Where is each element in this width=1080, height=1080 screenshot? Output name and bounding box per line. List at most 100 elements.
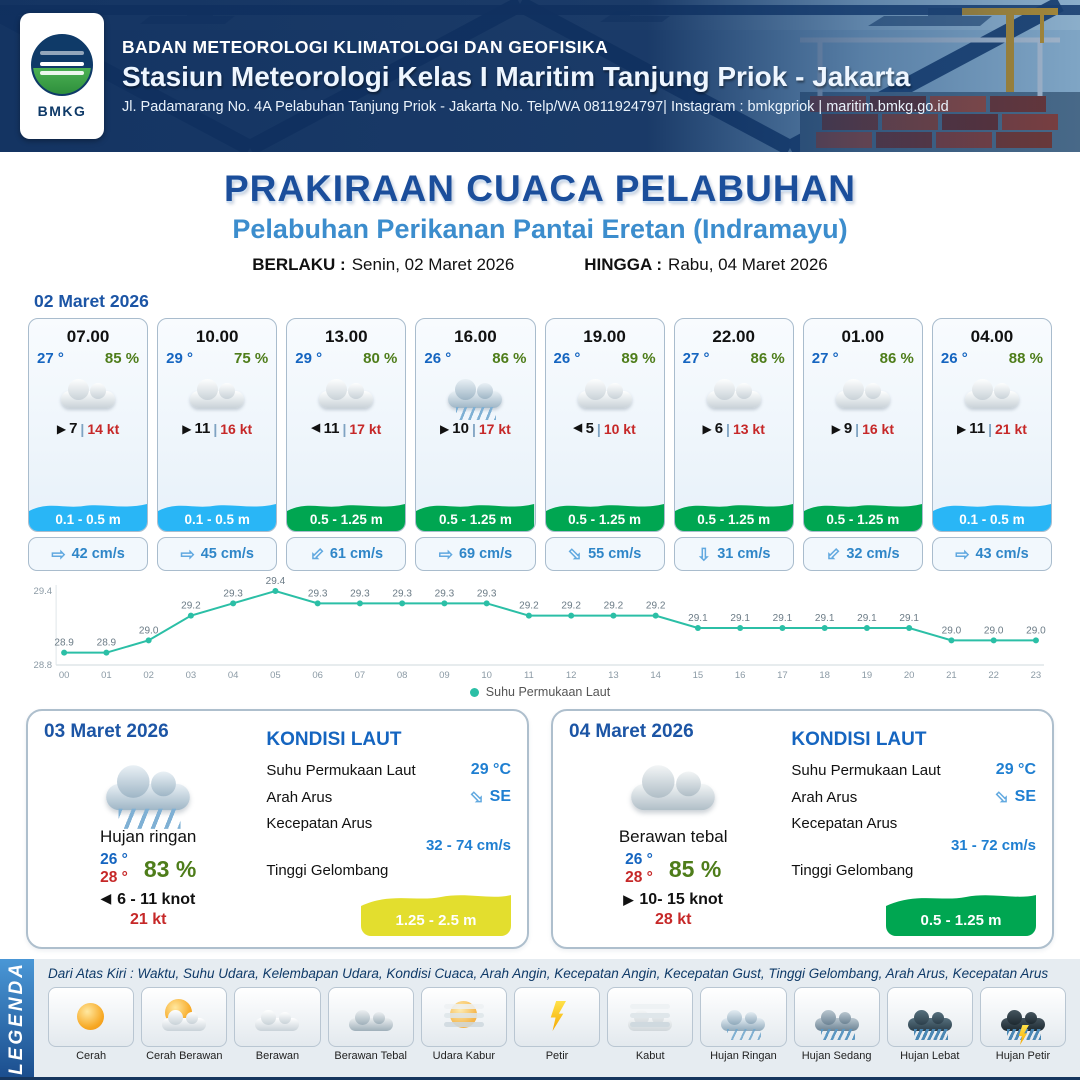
current-direction-value: ⇨ SE (991, 785, 1036, 809)
wind-speed: 5 (585, 420, 594, 437)
forecast-time: 04.00 (970, 327, 1014, 346)
wave-height-row: Tinggi Gelombang (266, 862, 511, 879)
wind-separator: | (726, 420, 730, 437)
svg-text:15: 15 (693, 670, 704, 681)
cloud-icon (721, 1010, 766, 1031)
wave-shape-icon (886, 895, 1036, 936)
fog-icon (443, 1004, 484, 1009)
daily-wind-range: 10- 15 knot (639, 891, 723, 908)
current-speed: 45 cm/s (200, 546, 254, 562)
temp-max: 28 ° (625, 869, 653, 886)
svg-text:01: 01 (101, 670, 112, 681)
legend-icon-box (513, 987, 601, 1047)
wind-direction-icon: ▶ (702, 421, 712, 436)
daily-temp-row: 26 ° 28 ° 85 % (569, 851, 777, 887)
daily-wave-height-value: 1.25 - 2.5 m (395, 912, 477, 929)
air-temperature: 29 ° (295, 350, 323, 367)
sst-chart-section: 28.9 00 28.9 01 29.0 02 29.2 03 29.3 04 29.4 05 29.3… (28, 575, 1052, 699)
legend-weather-icon (906, 998, 954, 1040)
svg-text:07: 07 (355, 670, 366, 681)
wave-height-band: 0.5 - 1.25 m (416, 497, 535, 531)
forecast-time: 01.00 (841, 327, 885, 346)
svg-text:29.1: 29.1 (773, 613, 793, 624)
svg-text:29.1: 29.1 (857, 613, 877, 624)
sea-conditions-panel: KONDISI LAUT Suhu Permukaan Laut 29 °C A… (777, 721, 1036, 937)
validity-row: BERLAKU : Senin, 02 Maret 2026 HINGGA : Ra… (0, 255, 1080, 275)
forecast-time: 10.00 (195, 327, 239, 346)
wind-row: ▶ 9 | 16 kt (804, 417, 922, 443)
current-direction-icon: ⇨ (438, 544, 453, 564)
gust-speed: 10 kt (603, 420, 636, 437)
daily-date: 04 Maret 2026 (569, 721, 694, 742)
daily-forecast-card: 04 Maret 2026 Berawan tebal 26 ° 28 ° 85… (551, 709, 1054, 949)
current-direction-value: ⇨ SE (466, 785, 511, 809)
cloud-icon (835, 379, 890, 408)
station-address: Jl. Padamarang No. 4A Pelabuhan Tanjung … (122, 99, 949, 115)
legend-ribbon-label: LEGENDA (6, 961, 27, 1075)
forecast-time: 22.00 (712, 327, 755, 346)
wave-height-value: 0.5 - 1.25 m (826, 512, 900, 527)
page-title: PRAKIRAAN CUACA PELABUHAN (223, 168, 857, 209)
svg-text:29.2: 29.2 (646, 601, 666, 612)
legend-item-label: Cerah Berawan (146, 1050, 223, 1062)
legend-item: Berawan Tebal (327, 987, 414, 1063)
sst-row: Suhu Permukaan Laut 29 °C (791, 761, 1036, 779)
svg-text:29.3: 29.3 (223, 588, 243, 599)
legend-icon-box (979, 987, 1067, 1047)
current-direction-label: Arah Arus (791, 788, 858, 806)
wind-row: ▶ 10 | 17 kt (416, 417, 534, 443)
svg-text:29.0: 29.0 (1026, 625, 1046, 636)
daily-humidity: 83 % (143, 855, 197, 882)
wave-shape-icon (158, 504, 277, 531)
legend-ribbon: LEGENDA (0, 959, 34, 1077)
svg-text:29.0: 29.0 (984, 625, 1004, 636)
legend-icon-box (141, 987, 228, 1047)
daily-humidity: 85 % (668, 855, 722, 882)
wind-separator: | (213, 420, 218, 437)
cloud-icon (348, 1010, 393, 1031)
rain-icon (118, 808, 181, 829)
wave-height-band: 0.5 - 1.25 m (803, 497, 922, 531)
wave-height-band: 0.5 - 1.25 m (674, 497, 793, 531)
svg-text:04: 04 (228, 670, 239, 681)
weather-icon (57, 369, 119, 417)
wave-height-value: 0.5 - 1.25 m (309, 512, 383, 527)
svg-text:29.2: 29.2 (519, 601, 539, 612)
legend-weather-icon (626, 998, 674, 1036)
hourly-forecast-card: 07.00 27 ° 85 % ▶ 7 | 14 kt 0.1 - (28, 318, 149, 571)
wind-row: ▶ 11 | 16 kt (158, 417, 276, 443)
svg-text:02: 02 (143, 670, 154, 681)
humidity: 85 % (104, 350, 140, 367)
temp-humidity-row: 27 ° 86 % (804, 347, 922, 367)
cloud-icon (964, 379, 1019, 408)
legend-weather-icon (440, 998, 488, 1036)
svg-text:29.3: 29.3 (308, 588, 328, 599)
wave-height-value: 0.1 - 0.5 m (55, 512, 121, 527)
legend-item: Udara Kabur (420, 987, 507, 1063)
lightning-icon (550, 1001, 567, 1031)
legend-note: Dari Atas Kiri : Waktu, Suhu Udara, Kele… (48, 966, 1049, 981)
wave-height-band: 0.5 - 1.25 m (545, 497, 664, 531)
hourly-card-main: 01.00 27 ° 86 % ▶ 9 | 16 kt 0.5 - (802, 318, 923, 532)
current-speed: 55 cm/s (588, 546, 642, 562)
temp-min: 26 ° (100, 851, 128, 868)
hourly-card-main: 04.00 26 ° 88 % ▶ 11 | 21 kt 0.1 - (931, 318, 1052, 532)
legend-item: Petir (513, 987, 601, 1063)
cloud-icon (631, 765, 716, 811)
sun-icon (77, 1003, 105, 1030)
legend-weather-icon (813, 998, 861, 1040)
current-card: ⇨ 43 cm/s (931, 537, 1052, 571)
current-direction-icon: ⇨ (694, 546, 714, 562)
daily-weather-summary: 03 Maret 2026 Hujan ringan 26 ° 28 ° 83 … (44, 721, 252, 937)
svg-text:29.1: 29.1 (815, 613, 835, 624)
wave-height-value: 0.5 - 1.25 m (697, 512, 771, 527)
legend-item: Kabut (607, 987, 694, 1063)
wind-direction-icon: ▶ (956, 421, 967, 436)
temp-humidity-row: 26 ° 86 % (416, 347, 534, 367)
hourly-card-main: 13.00 29 ° 80 % ▶ 11 | 17 kt 0.5 - (286, 318, 407, 532)
hourly-card-main: 07.00 27 ° 85 % ▶ 7 | 14 kt 0.1 - (28, 318, 149, 532)
weather-icon (315, 369, 377, 417)
gust-speed: 17 kt (478, 420, 511, 437)
wave-height-value: 0.1 - 0.5 m (959, 512, 1025, 527)
current-direction-icon: ⇨ (821, 542, 845, 566)
